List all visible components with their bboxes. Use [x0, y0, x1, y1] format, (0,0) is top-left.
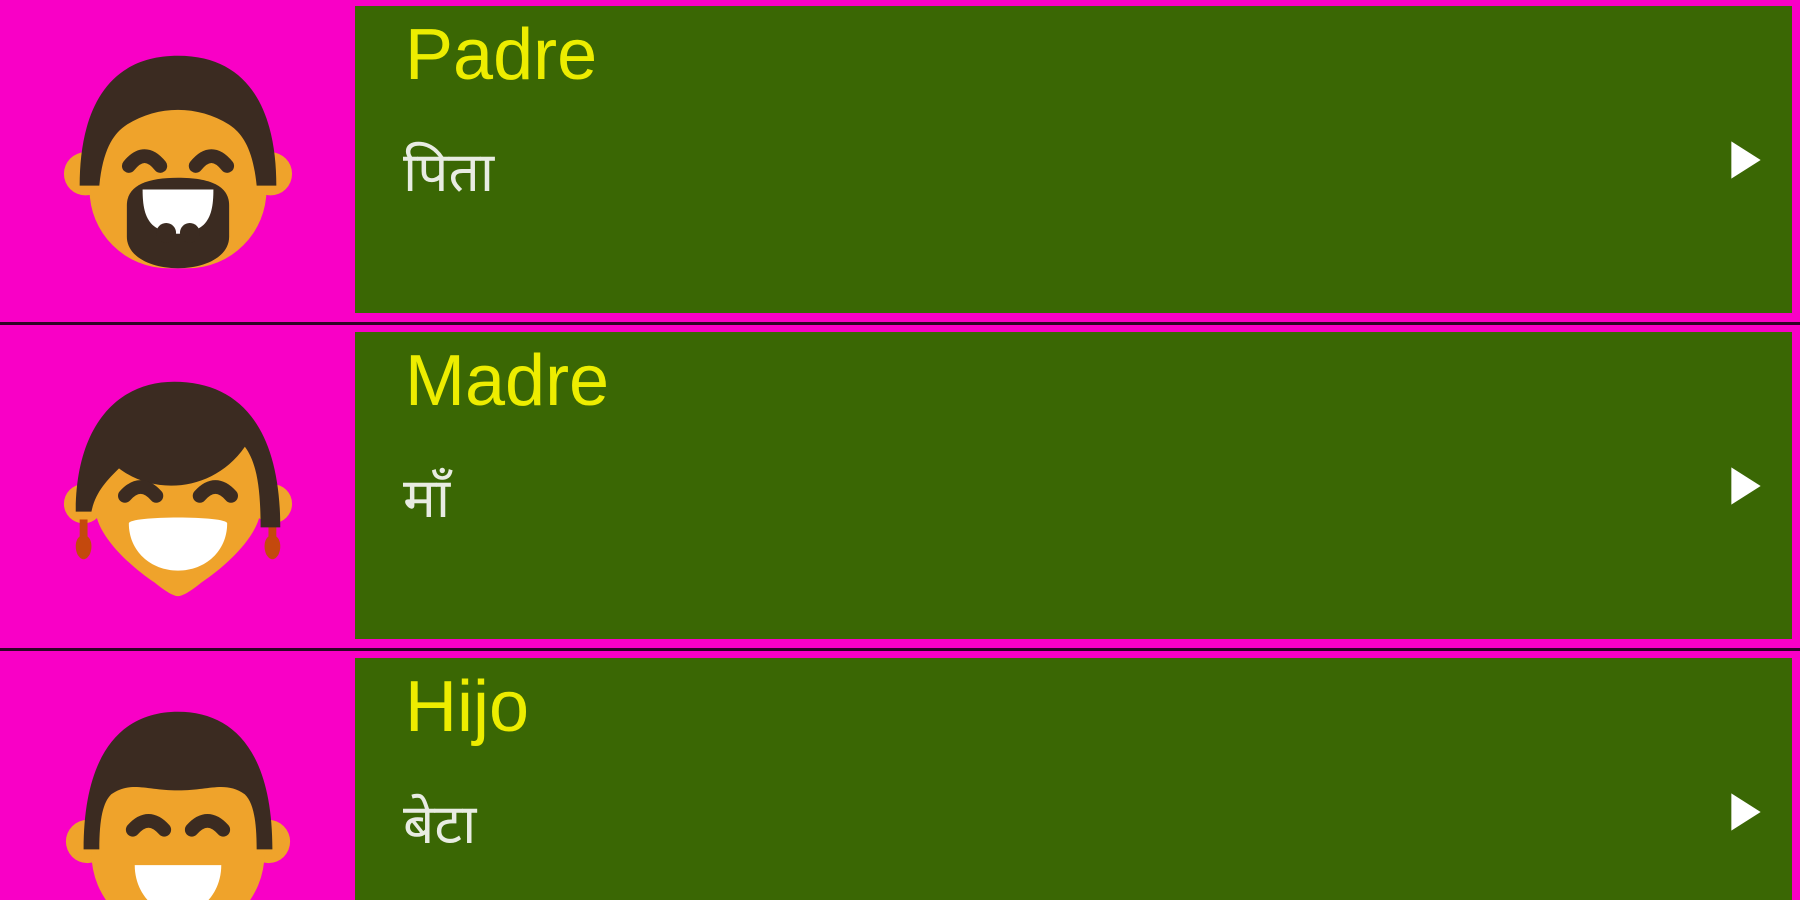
word-card[interactable]: Madre माँ [355, 332, 1792, 639]
play-arrow-icon[interactable] [1710, 454, 1774, 518]
row-divider [0, 648, 1800, 651]
play-arrow-icon[interactable] [1710, 780, 1774, 844]
hindi-word: पिता [403, 141, 495, 203]
mother-avatar-icon [0, 326, 355, 649]
word-card[interactable]: Padre पिता [355, 6, 1792, 313]
father-avatar-icon [0, 0, 355, 323]
list-item[interactable]: Madre माँ [0, 326, 1800, 649]
hindi-word: बेटा [403, 793, 477, 855]
son-avatar-icon [65, 711, 290, 900]
son-avatar-icon [0, 652, 355, 900]
father-avatar-icon [63, 55, 292, 268]
mother-avatar-icon [63, 381, 292, 596]
row-divider [0, 322, 1800, 325]
play-arrow-icon[interactable] [1710, 128, 1774, 192]
spanish-word: Hijo [405, 667, 530, 747]
list-item[interactable]: Padre पिता [0, 0, 1800, 323]
word-card[interactable]: Hijo बेटा [355, 658, 1792, 900]
hindi-word: माँ [403, 467, 451, 529]
spanish-word: Madre [405, 341, 610, 421]
list-item[interactable]: Hijo बेटा [0, 652, 1800, 900]
spanish-word: Padre [405, 15, 598, 95]
